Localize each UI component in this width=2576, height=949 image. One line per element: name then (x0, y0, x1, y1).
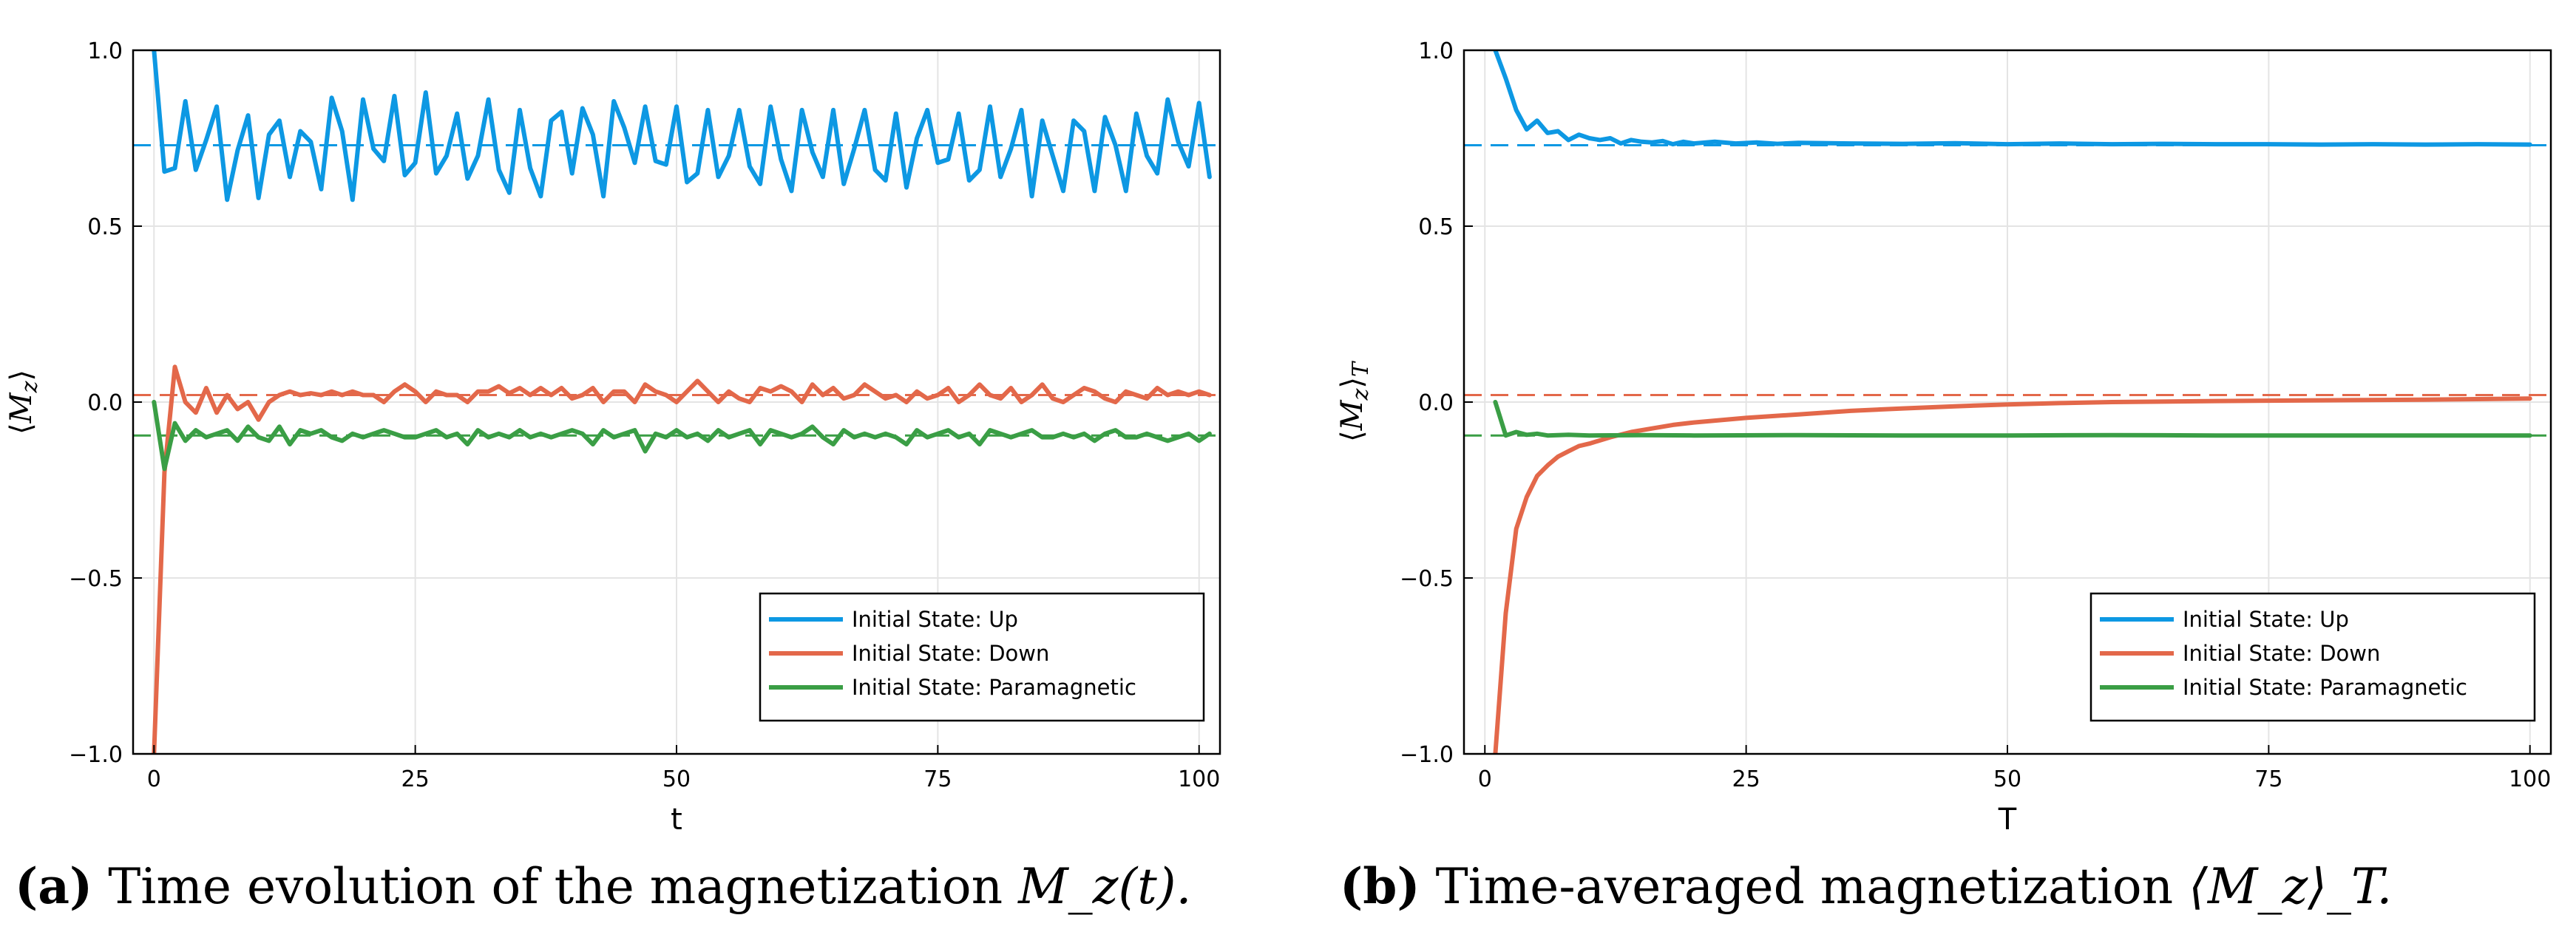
plot-b-series (1493, 50, 2532, 754)
plot-b-series-line-up (1493, 50, 2532, 147)
plot-b-legend-label-down: Initial State: Down (2183, 641, 2380, 666)
plot-a-ylabel: ⟨Mz⟩ (4, 370, 43, 435)
plot-b-xtick-label: 75 (2254, 766, 2282, 792)
caption-a: (a) Time evolution of the magnetization … (15, 857, 1191, 915)
plot-b-ytick-label: 0.0 (1418, 390, 1454, 416)
caption-a-text: Time evolution of the magnetization (108, 858, 1003, 915)
caption-b-tag: (b) (1340, 857, 1420, 915)
plot-b-xtick-label: 25 (1732, 766, 1760, 792)
plot-b-legend: Initial State: Up Initial State: Down Init… (2089, 592, 2536, 722)
caption-b: (b) Time-averaged magnetization ⟨M_z⟩_T. (1340, 857, 2392, 915)
plot-a-legend-label-up: Initial State: Up (852, 607, 1018, 632)
caption-a-tag: (a) (15, 857, 93, 915)
caption-a-math: M_z(t). (1018, 858, 1192, 915)
plot-a-series (152, 50, 1212, 754)
plot-b-xtick-label: 100 (2509, 766, 2551, 792)
plot-b-legend-label-up: Initial State: Up (2183, 607, 2349, 632)
plot-a-xtick-label: 100 (1178, 766, 1220, 792)
plot-b-ytick-label: −0.5 (1400, 566, 1454, 592)
plot-b-legend-box (2089, 592, 2536, 722)
plot-a-series-line-up (152, 50, 1212, 203)
plot-b-ytick-label: 0.5 (1418, 214, 1454, 240)
plot-a-legend-label-down: Initial State: Down (852, 641, 1049, 666)
plot-b-ylabel: ⟨Mz⟩T (1335, 361, 1374, 442)
plot-b-ytick-label: −1.0 (1400, 742, 1454, 768)
plot-a-xlabel: t (671, 803, 682, 837)
plot-a-series-line-para (152, 400, 1212, 472)
caption-b-text: Time-averaged magnetization (1435, 858, 2174, 915)
plot-b-legend-label-para: Initial State: Paramagnetic (2183, 675, 2467, 700)
plot-a-ytick-label: 0.5 (87, 214, 123, 240)
plot-b-series-line-para (1493, 400, 2532, 438)
plot-a-xtick-label: 75 (923, 766, 952, 792)
plot-b-ytick-label: 1.0 (1418, 38, 1454, 64)
plot-a-legend-box (759, 592, 1205, 722)
plot-a-ytick-label: −1.0 (69, 742, 123, 768)
plot-a-time-evolution: 0 25 50 75 100 −1.0 −0.5 0.0 0.5 1.0 t ⟨Mz⟩ Initial … (4, 38, 1221, 837)
plot-a-series-line-down (152, 364, 1212, 754)
plot-a-ytick-label: 1.0 (87, 38, 123, 64)
plot-b-xtick-label: 0 (1478, 766, 1492, 792)
plot-a-legend-label-para: Initial State: Paramagnetic (852, 675, 1136, 700)
plot-b-series-line-down (1493, 396, 2532, 754)
plot-b-xtick-label: 50 (1993, 766, 2021, 792)
caption-b-math: ⟨M_z⟩_T. (2189, 858, 2393, 915)
plot-a-ytick-label: −0.5 (69, 566, 123, 592)
plot-b-time-average: 0 25 50 75 100 −1.0 −0.5 0.0 0.5 1.0 T ⟨Mz⟩T Initial… (1335, 38, 2552, 837)
plot-a-xtick-label: 25 (401, 766, 430, 792)
plot-a-xtick-label: 0 (147, 766, 161, 792)
plot-a-xtick-label: 50 (662, 766, 691, 792)
plot-a-ytick-label: 0.0 (87, 390, 123, 416)
plot-b-xlabel: T (1998, 803, 2017, 837)
plot-a-legend: Initial State: Up Initial State: Down Init… (759, 592, 1205, 722)
